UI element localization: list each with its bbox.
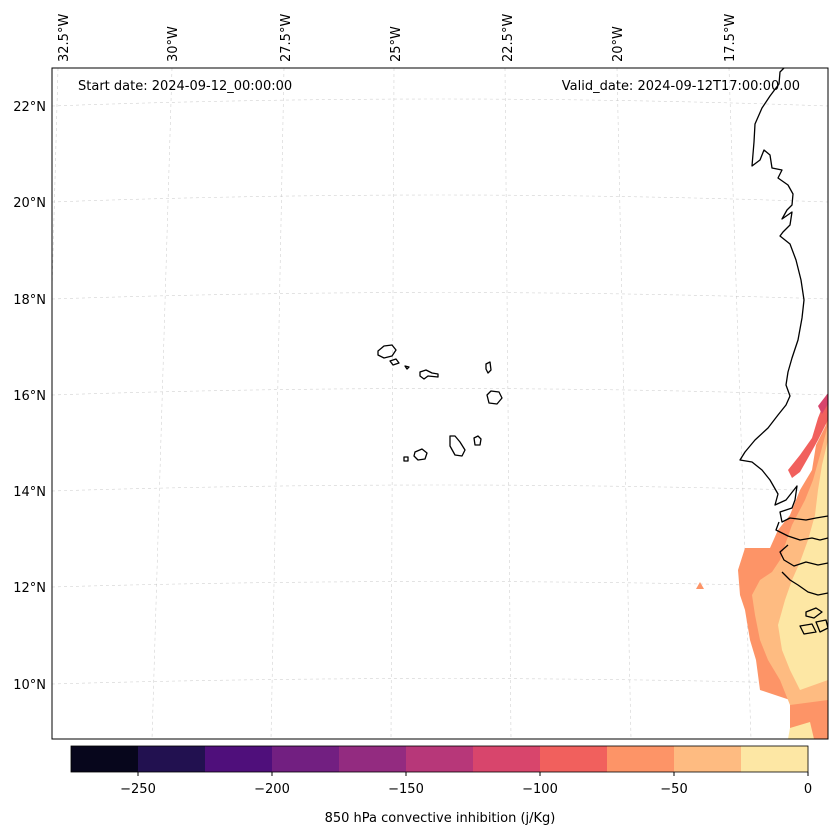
island-brava — [403, 456, 409, 462]
colorbar-tick-minus-250: −250 — [120, 782, 156, 797]
lon-label-25w: 25°W — [389, 26, 404, 62]
cin-band-minus-25-to-0 — [778, 440, 828, 690]
lon-label-20w: 20°W — [611, 26, 626, 62]
lon-label-27-5w: 27.5°W — [279, 14, 294, 62]
graticule — [52, 68, 828, 739]
island-santa-luzia — [404, 365, 410, 370]
lat-label-12n: 12°N — [13, 581, 46, 596]
island-maio — [473, 435, 482, 446]
colorbar-tick-minus-100: −100 — [522, 782, 558, 797]
colorbar-tick-minus-50: −50 — [660, 782, 687, 797]
lon-label-30w: 30°W — [166, 26, 181, 62]
colorbar-tick-minus-200: −200 — [254, 782, 290, 797]
cin-contour-fills — [696, 393, 828, 739]
start-date-annotation: Start date: 2024-09-12_00:00:00 — [78, 79, 292, 94]
colorbar-outline — [70, 745, 809, 773]
colorbar-swatch — [406, 746, 474, 772]
colorbar-swatch — [138, 746, 206, 772]
colorbar-swatch — [205, 746, 273, 772]
colorbar-swatch — [741, 746, 809, 772]
lat-label-16n: 16°N — [13, 389, 46, 404]
lat-label-10n: 10°N — [13, 678, 46, 693]
colorbar-tick-minus-150: −150 — [388, 782, 424, 797]
colorbar-swatch — [674, 746, 742, 772]
colorbar-swatches — [71, 746, 809, 772]
colorbar-swatch — [71, 746, 139, 772]
island-santo-antao — [377, 344, 397, 359]
map-frame — [51, 67, 829, 740]
colorbar-swatch — [339, 746, 407, 772]
lat-label-14n: 14°N — [13, 485, 46, 500]
colorbar-swatch — [272, 746, 340, 772]
cin-band-minus-100-to-minus-75 — [788, 393, 828, 478]
colorbar-title: 850 hPa convective inhibition (j/Kg) — [325, 811, 556, 826]
island-sao-nicolau — [419, 369, 439, 380]
map-area — [52, 68, 828, 739]
longitude-labels: 32.5°W 30°W 27.5°W 25°W 22.5°W 20°W 17.5… — [57, 14, 738, 62]
colorbar-swatch — [473, 746, 541, 772]
colorbar-swatch — [540, 746, 608, 772]
lon-label-22-5w: 22.5°W — [501, 14, 516, 62]
island-fogo — [413, 448, 428, 461]
coastlines — [377, 68, 828, 635]
latitude-labels: 22°N 20°N 18°N 16°N 14°N 12°N 10°N — [13, 100, 46, 693]
lon-label-17-5w: 17.5°W — [723, 14, 738, 62]
colorbar-ticks — [137, 772, 809, 776]
west-africa-coastline — [739, 68, 828, 635]
lat-label-22n: 22°N — [13, 100, 46, 115]
cin-band-small-patch — [696, 582, 704, 589]
cin-band-minus-125-to-minus-100 — [818, 393, 828, 414]
island-santiago — [449, 435, 466, 457]
lat-label-20n: 20°N — [13, 196, 46, 211]
lon-label-32-5w: 32.5°W — [57, 14, 72, 62]
valid-date-annotation: Valid_date: 2024-09-12T17:00:00.00 — [562, 79, 800, 94]
colorbar-tick-0: 0 — [804, 782, 812, 797]
lat-label-18n: 18°N — [13, 293, 46, 308]
cin-band-south-patch — [788, 722, 814, 739]
island-sao-vicente — [389, 358, 400, 366]
island-sal — [485, 361, 492, 374]
colorbar-swatch — [607, 746, 675, 772]
island-boa-vista — [486, 390, 503, 405]
colorbar-tick-labels: −250 −200 −150 −100 −50 0 — [120, 782, 812, 797]
colorbar: −250 −200 −150 −100 −50 0 850 hPa convec… — [70, 745, 812, 826]
